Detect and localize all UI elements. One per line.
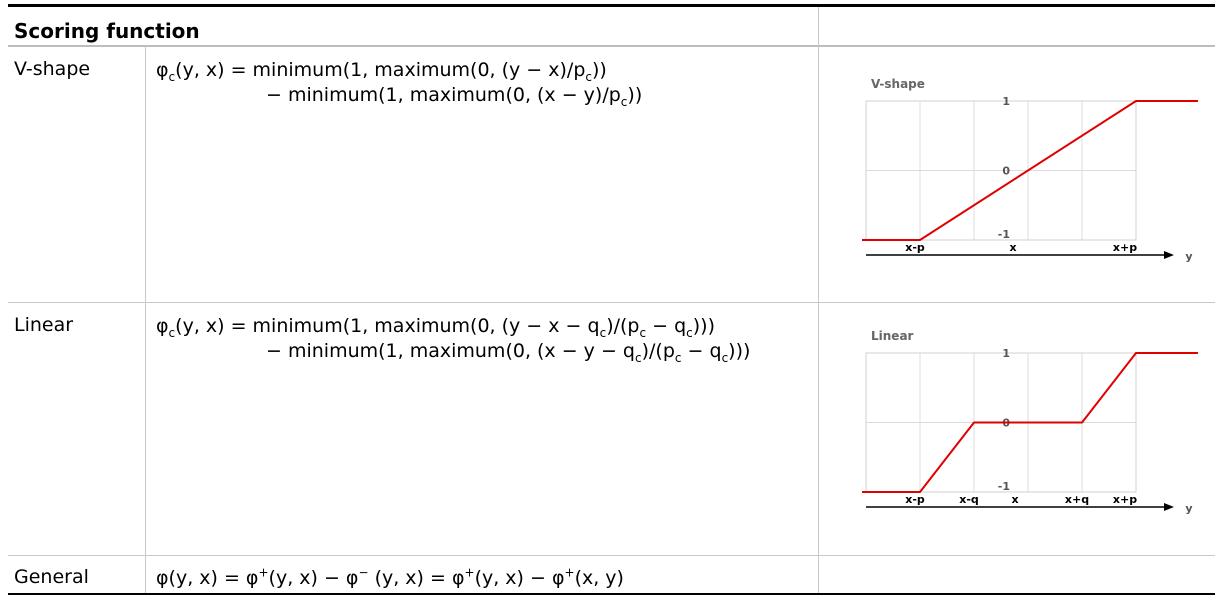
- chart-title: V-shape: [871, 77, 925, 91]
- subscript: c: [686, 325, 693, 340]
- subscript: c: [634, 350, 642, 365]
- subscript: c: [721, 350, 729, 365]
- y-tick-label: -1: [998, 480, 1010, 493]
- formula-linear-line1: φc(y, x) = minimum(1, maximum(0, (y − x …: [156, 315, 716, 340]
- superscript: −: [358, 565, 369, 580]
- chart-vshape: V-shape 1 0 -1 x-p x x+p y: [862, 74, 1198, 264]
- row-divider-2: [8, 555, 1215, 556]
- chart-linear: Linear 1 0 -1 x-p x-q x x+q x+p y: [862, 326, 1198, 516]
- table-header-title: Scoring function: [14, 19, 200, 43]
- x-axis-arrowhead: [1164, 503, 1174, 511]
- header-divider: [8, 45, 1215, 47]
- superscript: +: [258, 565, 269, 580]
- subscript: c: [674, 350, 682, 365]
- subscript: c: [639, 325, 647, 340]
- subscript: c: [620, 94, 628, 109]
- series-line: [862, 352, 1198, 493]
- subscript: c: [599, 325, 607, 340]
- subscript: c: [585, 69, 592, 84]
- subscript: c: [168, 69, 176, 84]
- table-bottom-rule: [8, 593, 1215, 595]
- formula-linear-line2: − minimum(1, maximum(0, (x − y − qc)/(pc…: [266, 340, 751, 365]
- formula-vshape-line2: − minimum(1, maximum(0, (x − y)/pc)): [266, 84, 643, 109]
- formula-vshape: φc(y, x) = minimum(1, maximum(0, (y − x)…: [156, 58, 642, 108]
- formula-general: φ(y, x) = φ+(y, x) − φ− (y, x) = φ+(y, x…: [156, 566, 624, 591]
- formula-general-line1: φ(y, x) = φ+(y, x) − φ− (y, x) = φ+(y, x…: [156, 565, 624, 589]
- x-axis-label: y: [1185, 250, 1192, 263]
- y-tick-label: 0: [1002, 165, 1010, 178]
- plot-frame: [865, 100, 1137, 241]
- formula-vshape-line1: φc(y, x) = minimum(1, maximum(0, (y − x)…: [156, 59, 607, 84]
- y-tick-label: -1: [998, 228, 1010, 241]
- row-label-general: General: [14, 566, 89, 588]
- x-tick-label: x+p: [1113, 493, 1137, 506]
- row-divider-1: [8, 302, 1215, 303]
- table-top-rule: [8, 4, 1215, 7]
- x-tick-label: x-p: [905, 241, 925, 254]
- chart-svg: V-shape 1 0 -1 x-p x x+p y: [862, 77, 1198, 263]
- x-tick-label: x: [1009, 241, 1016, 254]
- y-tick-label: 1: [1002, 347, 1010, 360]
- column-divider-label: [145, 46, 146, 593]
- subscript: c: [168, 325, 176, 340]
- x-tick-label: x+q: [1065, 493, 1089, 506]
- x-tick-label: x-q: [959, 493, 979, 506]
- x-axis-arrowhead: [1164, 251, 1174, 259]
- y-tick-label: 1: [1002, 95, 1010, 108]
- chart-title: Linear: [871, 329, 914, 343]
- x-axis-label: y: [1185, 502, 1192, 515]
- row-label-linear: Linear: [14, 314, 74, 336]
- column-divider-chart: [818, 7, 819, 593]
- plot-frame: [865, 352, 1137, 493]
- superscript: +: [564, 565, 575, 580]
- superscript: +: [464, 565, 475, 580]
- x-tick-label: x: [1011, 493, 1018, 506]
- row-label-vshape: V-shape: [14, 58, 91, 80]
- formula-linear: φc(y, x) = minimum(1, maximum(0, (y − x …: [156, 314, 750, 364]
- x-tick-label: x-p: [905, 493, 925, 506]
- series-line: [862, 100, 1198, 241]
- x-tick-label: x+p: [1113, 241, 1137, 254]
